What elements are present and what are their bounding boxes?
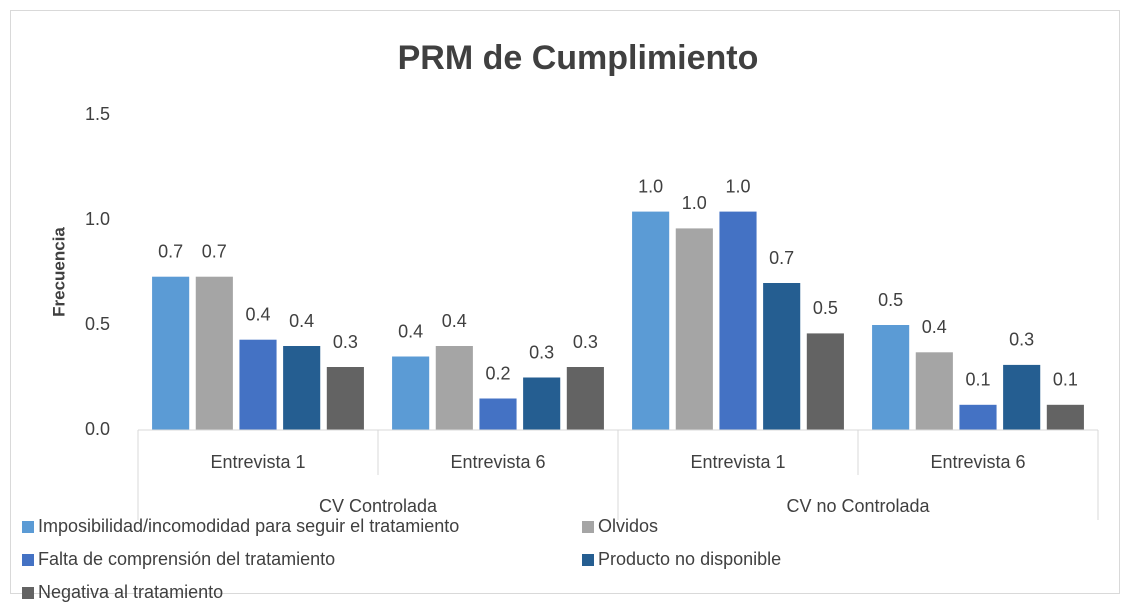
legend-label: Imposibilidad/incomodidad para seguir el…: [38, 516, 459, 536]
bar: [806, 333, 844, 430]
legend-swatch: [582, 521, 594, 533]
data-label: 0.4: [398, 321, 423, 341]
category-group-label: CV Controlada: [319, 496, 438, 516]
legend-label: Olvidos: [598, 516, 658, 536]
data-label: 0.1: [965, 370, 990, 390]
data-label: 0.3: [529, 342, 554, 362]
bar: [523, 377, 561, 430]
bar: [763, 283, 801, 430]
data-label: 0.4: [922, 317, 947, 337]
y-tick-label: 1.0: [85, 209, 110, 229]
bar: [239, 339, 277, 430]
y-axis-label: Frecuencia: [49, 227, 68, 317]
x-tick-label: Entrevista 1: [210, 452, 305, 472]
data-label: 0.1: [1053, 370, 1078, 390]
bar: [959, 404, 997, 430]
data-label: 0.2: [485, 363, 510, 383]
data-label: 0.3: [1009, 330, 1034, 350]
data-label: 1.0: [638, 176, 663, 196]
bar: [326, 367, 364, 430]
bar: [479, 398, 517, 430]
bar: [1046, 404, 1084, 430]
data-label: 0.3: [573, 332, 598, 352]
x-tick-label: Entrevista 1: [690, 452, 785, 472]
data-label: 0.7: [769, 248, 794, 268]
y-tick-label: 1.5: [85, 104, 110, 124]
legend-swatch: [582, 554, 594, 566]
x-tick-label: Entrevista 6: [930, 452, 1025, 472]
y-tick-label: 0.0: [85, 419, 110, 439]
bar: [915, 352, 953, 430]
bar: [1003, 364, 1041, 430]
chart-title: PRM de Cumplimiento: [398, 39, 759, 77]
data-label: 0.7: [202, 241, 227, 261]
bar: [435, 346, 473, 430]
bar: [195, 276, 233, 430]
legend-label: Producto no disponible: [598, 549, 781, 569]
bar: [719, 211, 757, 430]
legend-swatch: [22, 554, 34, 566]
bar: [392, 356, 430, 430]
data-label: 0.4: [289, 311, 314, 331]
y-tick-label: 0.5: [85, 314, 110, 334]
data-label: 0.7: [158, 241, 183, 261]
data-label: 0.3: [333, 332, 358, 352]
data-label: 0.4: [245, 304, 270, 324]
bar: [675, 228, 713, 430]
data-label: 1.0: [682, 193, 707, 213]
bar: [152, 276, 190, 430]
legend-swatch: [22, 587, 34, 599]
data-label: 0.5: [878, 290, 903, 310]
data-label: 1.0: [725, 176, 750, 196]
data-label: 0.5: [813, 298, 838, 318]
legend-label: Negativa al tratamiento: [38, 582, 223, 602]
category-group-label: CV no Controlada: [786, 496, 930, 516]
x-tick-label: Entrevista 6: [450, 452, 545, 472]
chart-frame: [10, 10, 1120, 594]
bar: [566, 367, 604, 430]
bar: [632, 211, 670, 430]
legend-swatch: [22, 521, 34, 533]
data-label: 0.4: [442, 311, 467, 331]
bar: [283, 346, 321, 430]
legend-label: Falta de comprensión del tratamiento: [38, 549, 335, 569]
bar: [872, 325, 910, 430]
